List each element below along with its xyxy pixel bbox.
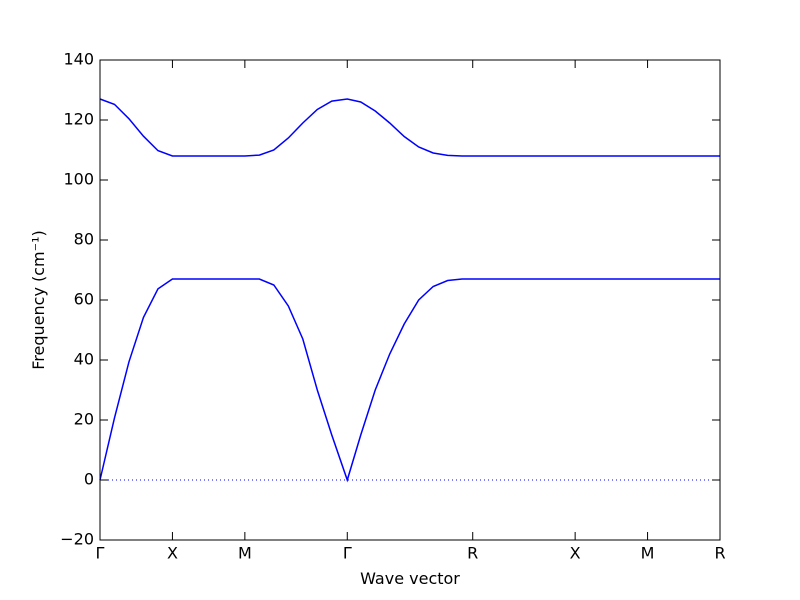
y-tick-label: 20: [74, 410, 94, 429]
x-axis-label: Wave vector: [360, 569, 460, 588]
x-tick-label: R: [714, 544, 725, 563]
y-tick-label: 120: [63, 110, 94, 129]
x-tick-label: Γ: [96, 544, 105, 563]
y-tick-label: 100: [63, 170, 94, 189]
y-tick-label: 60: [74, 290, 94, 309]
band-line: [99, 98, 720, 157]
plot-frame: [99, 59, 721, 541]
y-tick-label: 0: [84, 470, 94, 489]
x-tick-label: R: [467, 544, 478, 563]
x-tick-label: X: [167, 544, 178, 563]
y-axis-label: Frequency (cm⁻¹): [29, 230, 48, 369]
y-tick-label: −20: [60, 530, 94, 549]
band-line: [99, 278, 720, 483]
x-tick-label: M: [641, 544, 655, 563]
x-tick-label: Γ: [343, 544, 352, 563]
y-tick-label: 40: [74, 350, 94, 369]
x-tick-label: X: [570, 544, 581, 563]
y-tick-label: 80: [74, 230, 94, 249]
y-tick-label: 140: [63, 50, 94, 69]
x-tick-label: M: [238, 544, 252, 563]
